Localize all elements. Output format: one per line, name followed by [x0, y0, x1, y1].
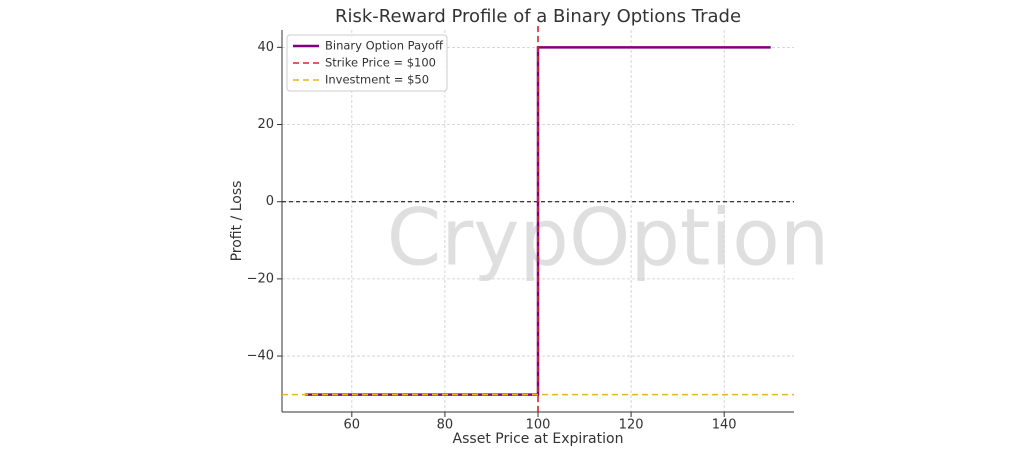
- legend-label: Investment = $50: [325, 73, 429, 87]
- y-tick-label: 40: [257, 40, 274, 55]
- legend-label: Strike Price = $100: [325, 56, 436, 70]
- legend-box: [286, 34, 448, 92]
- x-axis-label: Asset Price at Expiration: [453, 431, 624, 447]
- x-tick-label: 80: [437, 418, 454, 433]
- chart-title: Risk-Reward Profile of a Binary Options …: [335, 6, 741, 27]
- x-tick-label: 100: [526, 418, 551, 433]
- y-tick-label: 20: [257, 117, 274, 132]
- y-tick-label: 0: [266, 194, 274, 209]
- y-tick-label: −20: [247, 271, 274, 286]
- x-tick-label: 120: [619, 418, 644, 433]
- x-tick-label: 60: [344, 418, 361, 433]
- legend-label: Binary Option Payoff: [325, 39, 444, 53]
- x-tick-label: 140: [712, 418, 737, 433]
- y-tick-label: −40: [247, 349, 274, 364]
- y-axis-label: Profit / Loss: [229, 181, 245, 262]
- watermark: CrypOption: [387, 193, 830, 283]
